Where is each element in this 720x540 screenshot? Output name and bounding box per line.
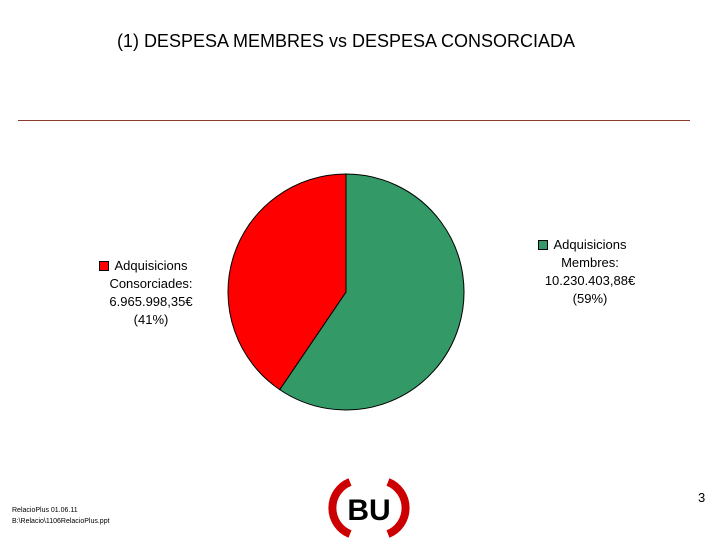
title-divider xyxy=(18,120,690,121)
legend-consorciades-line-2: Consorciades: xyxy=(109,276,193,291)
legend-swatch-red xyxy=(98,261,109,271)
footer-line-2: B:\Relacio\1106RelacioPlus.ppt xyxy=(12,518,110,525)
footer-text: RelacioPlus 01.06.11 B:\Relacio\1106Rela… xyxy=(12,505,110,527)
legend-consorciades-line-1: Adquisicions xyxy=(114,258,188,273)
slide-title: (1) DESPESA MEMBRES vs DESPESA CONSORCIA… xyxy=(116,31,576,51)
legend-membres-line-1: Adquisicions xyxy=(553,237,627,252)
legend-consorciades: Adquisicions Consorciades: 6.965.998,35€… xyxy=(88,257,214,329)
svg-text:BU: BU xyxy=(347,494,390,527)
pie-slice-consorciades xyxy=(227,173,347,391)
page-number: 3 xyxy=(698,490,706,505)
bu-logo: BU xyxy=(328,478,410,538)
legend-consorciades-value: 6.965.998,35€ xyxy=(109,294,193,309)
legend-swatch-green xyxy=(537,240,548,250)
pie-slice-membres xyxy=(279,173,465,411)
legend-consorciades-percent: (41%) xyxy=(133,312,169,327)
footer-line-1: RelacioPlus 01.06.11 xyxy=(12,507,78,514)
legend-membres-percent: (59%) xyxy=(572,291,608,306)
legend-membres: Adquisicions Membres: 10.230.403,88€ (59… xyxy=(525,236,655,308)
legend-membres-line-2: Membres: xyxy=(561,255,619,270)
legend-membres-value: 10.230.403,88€ xyxy=(544,273,636,288)
